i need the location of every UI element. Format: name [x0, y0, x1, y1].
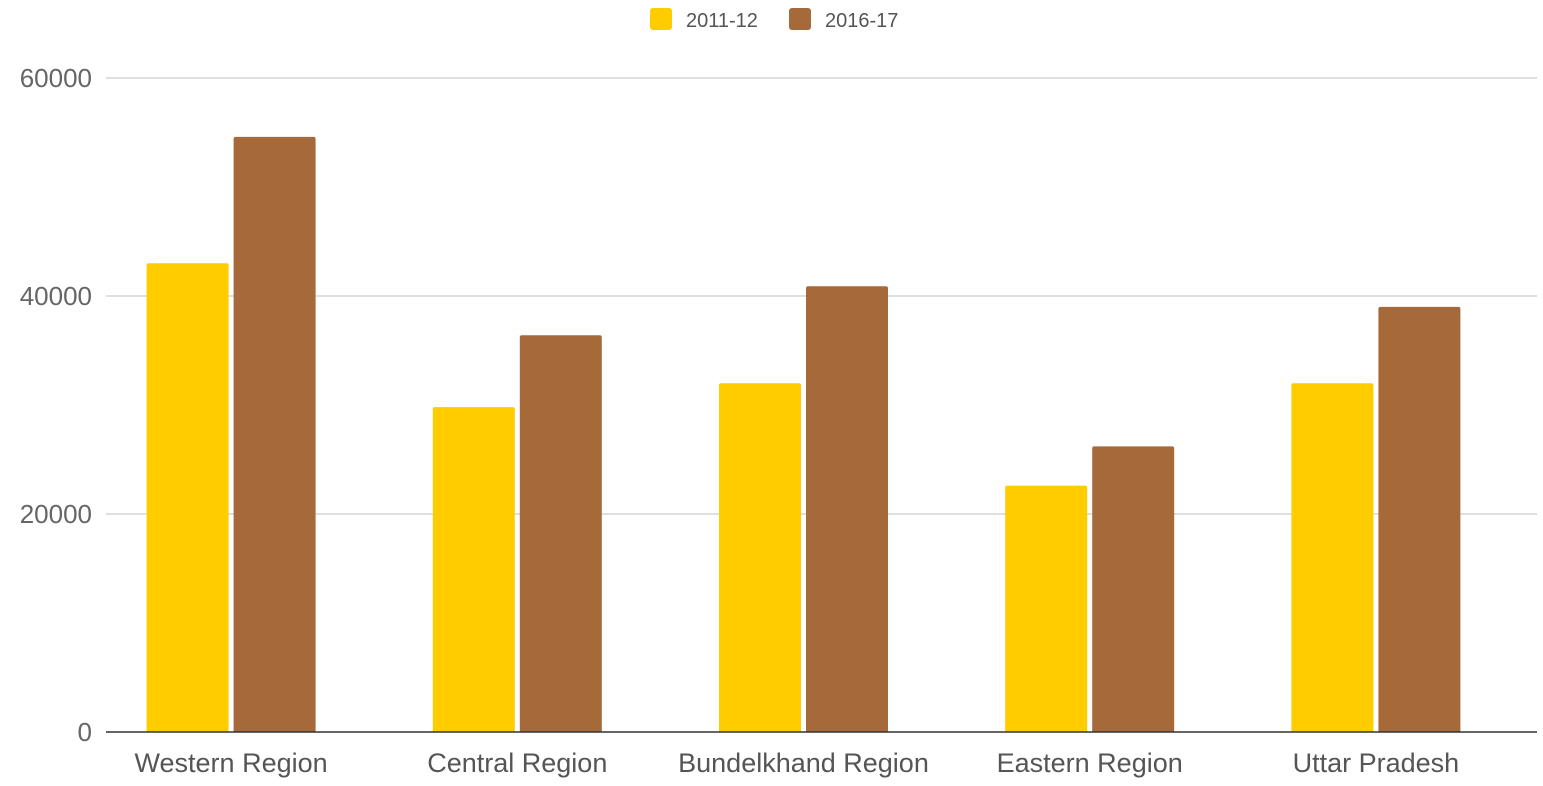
bar-2016-17-western-region [233, 136, 316, 733]
x-tick-label: Central Region [427, 748, 607, 778]
legend-swatch [650, 8, 672, 30]
bars [146, 136, 1461, 733]
y-tick-label: 20000 [20, 499, 92, 529]
y-tick-label: 40000 [20, 281, 92, 311]
x-axis-labels: Western Region Central Region Bundelkhand … [135, 748, 1460, 778]
bar-2016-17-uttar-pradesh [1378, 306, 1461, 732]
bar-2011-12-uttar-pradesh [1291, 383, 1374, 732]
y-tick-label: 0 [78, 717, 92, 747]
legend: 2011-12 2016-17 [650, 8, 898, 32]
bar-2011-12-eastern-region [1005, 485, 1088, 732]
bar-2011-12-western-region [146, 263, 229, 732]
legend-label: 2016-17 [825, 10, 898, 32]
bar-2011-12-bundelkhand-region [719, 383, 801, 732]
x-tick-label: Uttar Pradesh [1293, 748, 1460, 778]
bar-2011-12-central-region [432, 407, 515, 732]
x-tick-label: Western Region [135, 748, 328, 778]
x-tick-label: Bundelkhand Region [678, 748, 929, 778]
legend-label: 2011-12 [686, 10, 758, 32]
y-axis-ticks: 0 20000 40000 60000 [20, 63, 92, 747]
legend-swatch [789, 8, 811, 30]
bar-2016-17-central-region [519, 335, 602, 732]
bar-2016-17-bundelkhand-region [806, 286, 888, 732]
bar-2016-17-eastern-region [1092, 446, 1175, 732]
x-tick-label: Eastern Region [997, 748, 1183, 778]
y-tick-label: 60000 [20, 63, 92, 93]
